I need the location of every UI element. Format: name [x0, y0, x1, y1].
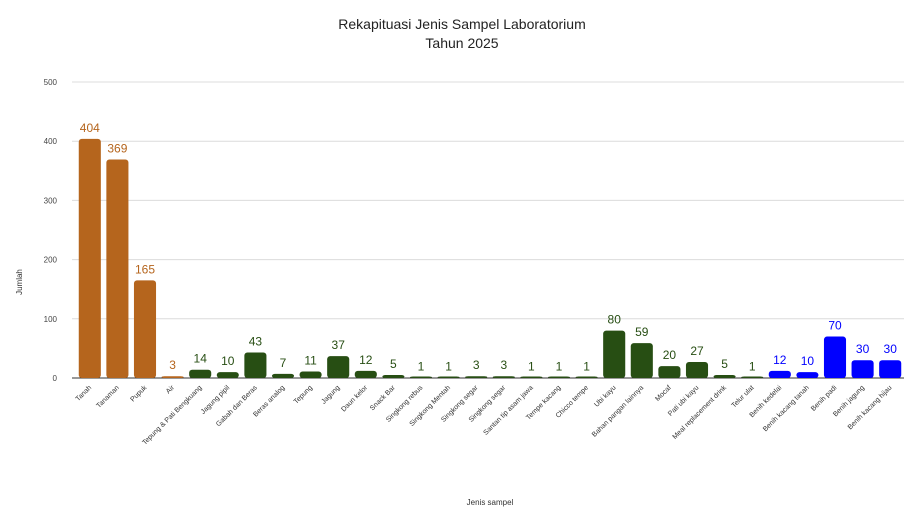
data-label: 404: [80, 121, 100, 135]
bar: [465, 376, 488, 378]
chart-subtitle: Tahun 2025: [425, 35, 498, 51]
x-tick-label: Benih kacang tanah: [762, 384, 811, 433]
data-label: 43: [249, 335, 263, 349]
x-tick-label: Jagung: [320, 384, 341, 405]
bar: [133, 280, 157, 378]
data-label: 5: [721, 357, 728, 371]
data-label: 1: [445, 359, 452, 373]
x-axis-label: Jenis sampel: [467, 498, 514, 507]
bar: [492, 376, 515, 378]
data-label: 1: [556, 359, 563, 373]
y-axis-ticks: 0 100 200 300 400 500: [44, 78, 58, 383]
data-label: 27: [690, 344, 704, 358]
data-label: 3: [169, 358, 176, 372]
data-label: 10: [221, 354, 235, 368]
data-label: 70: [828, 319, 842, 333]
data-label: 30: [856, 342, 870, 356]
x-tick-label: Tepung: [293, 384, 314, 405]
bar: [713, 375, 736, 378]
bar: [658, 366, 681, 378]
bar: [382, 375, 405, 378]
x-tick-label: Benih padi: [810, 384, 839, 413]
x-tick-label: Mocaf: [654, 384, 672, 402]
data-label: 80: [608, 313, 622, 327]
data-label: 3: [500, 358, 507, 372]
data-label: 14: [194, 352, 208, 366]
bar: [823, 336, 847, 378]
bar: [520, 376, 543, 378]
y-tick-label: 200: [44, 256, 58, 265]
data-label: 30: [884, 342, 898, 356]
data-label: 20: [663, 348, 677, 362]
bar: [741, 376, 764, 378]
data-label: 37: [332, 338, 346, 352]
x-tick-label: Snack Bar: [369, 384, 397, 412]
bar: [768, 370, 791, 378]
data-label: 5: [390, 357, 397, 371]
x-tick-label: Daun kelor: [340, 384, 369, 413]
data-label: 1: [583, 359, 590, 373]
y-tick-label: 100: [44, 315, 58, 324]
chart-title: Rekapituasi Jenis Sampel Laboratorium: [338, 16, 585, 32]
y-tick-label: 0: [53, 374, 58, 383]
bar: [879, 360, 902, 378]
x-tick-label: Pupuk: [129, 384, 148, 403]
data-label: 1: [418, 359, 425, 373]
bar: [851, 360, 874, 378]
x-tick-label: Bahan pangan lainnya: [591, 384, 645, 438]
bar: [409, 376, 433, 378]
bar: [271, 373, 295, 378]
y-tick-label: 400: [44, 137, 58, 146]
x-tick-label: Santan tip asam jawa: [483, 384, 535, 436]
data-label: 1: [749, 359, 756, 373]
x-tick-label: Ubi kayu: [593, 384, 617, 408]
data-label: 1: [528, 359, 535, 373]
x-tick-label: Tepung & Pati Bengkuang: [141, 384, 203, 446]
gridlines: [72, 81, 904, 379]
y-tick-label: 300: [44, 196, 58, 205]
bar: [575, 376, 598, 378]
bar: [354, 370, 377, 378]
data-label: 3: [473, 358, 480, 372]
data-label: 59: [635, 325, 649, 339]
x-tick-label: Tanah: [75, 384, 94, 403]
x-tick-label: Air: [165, 384, 176, 395]
bar: [216, 372, 239, 378]
bar: [630, 343, 653, 378]
y-axis-label: Jumlah: [15, 269, 24, 295]
bar: [796, 372, 819, 378]
bar: [437, 376, 460, 378]
y-tick-label: 500: [44, 78, 58, 87]
data-label: 12: [359, 353, 373, 367]
data-label: 11: [304, 353, 317, 367]
bar: [106, 159, 129, 378]
data-label: 7: [280, 356, 287, 370]
bar: [603, 330, 626, 378]
bar: [244, 352, 267, 378]
x-tick-label: Meal replacement drink: [672, 384, 729, 441]
bar: [78, 138, 101, 378]
bar: [299, 371, 322, 378]
x-tick-label: Tanaman: [96, 384, 121, 409]
bar: [189, 369, 212, 378]
bar: [685, 362, 709, 378]
data-label: 165: [135, 262, 155, 276]
bar: [547, 376, 571, 378]
data-label: 10: [801, 354, 815, 368]
x-tick-label: Telur ulat: [731, 384, 756, 409]
data-label: 12: [773, 353, 787, 367]
bars: [78, 138, 902, 378]
data-label: 369: [107, 142, 127, 156]
bar: [327, 356, 350, 378]
bar: [161, 376, 184, 378]
